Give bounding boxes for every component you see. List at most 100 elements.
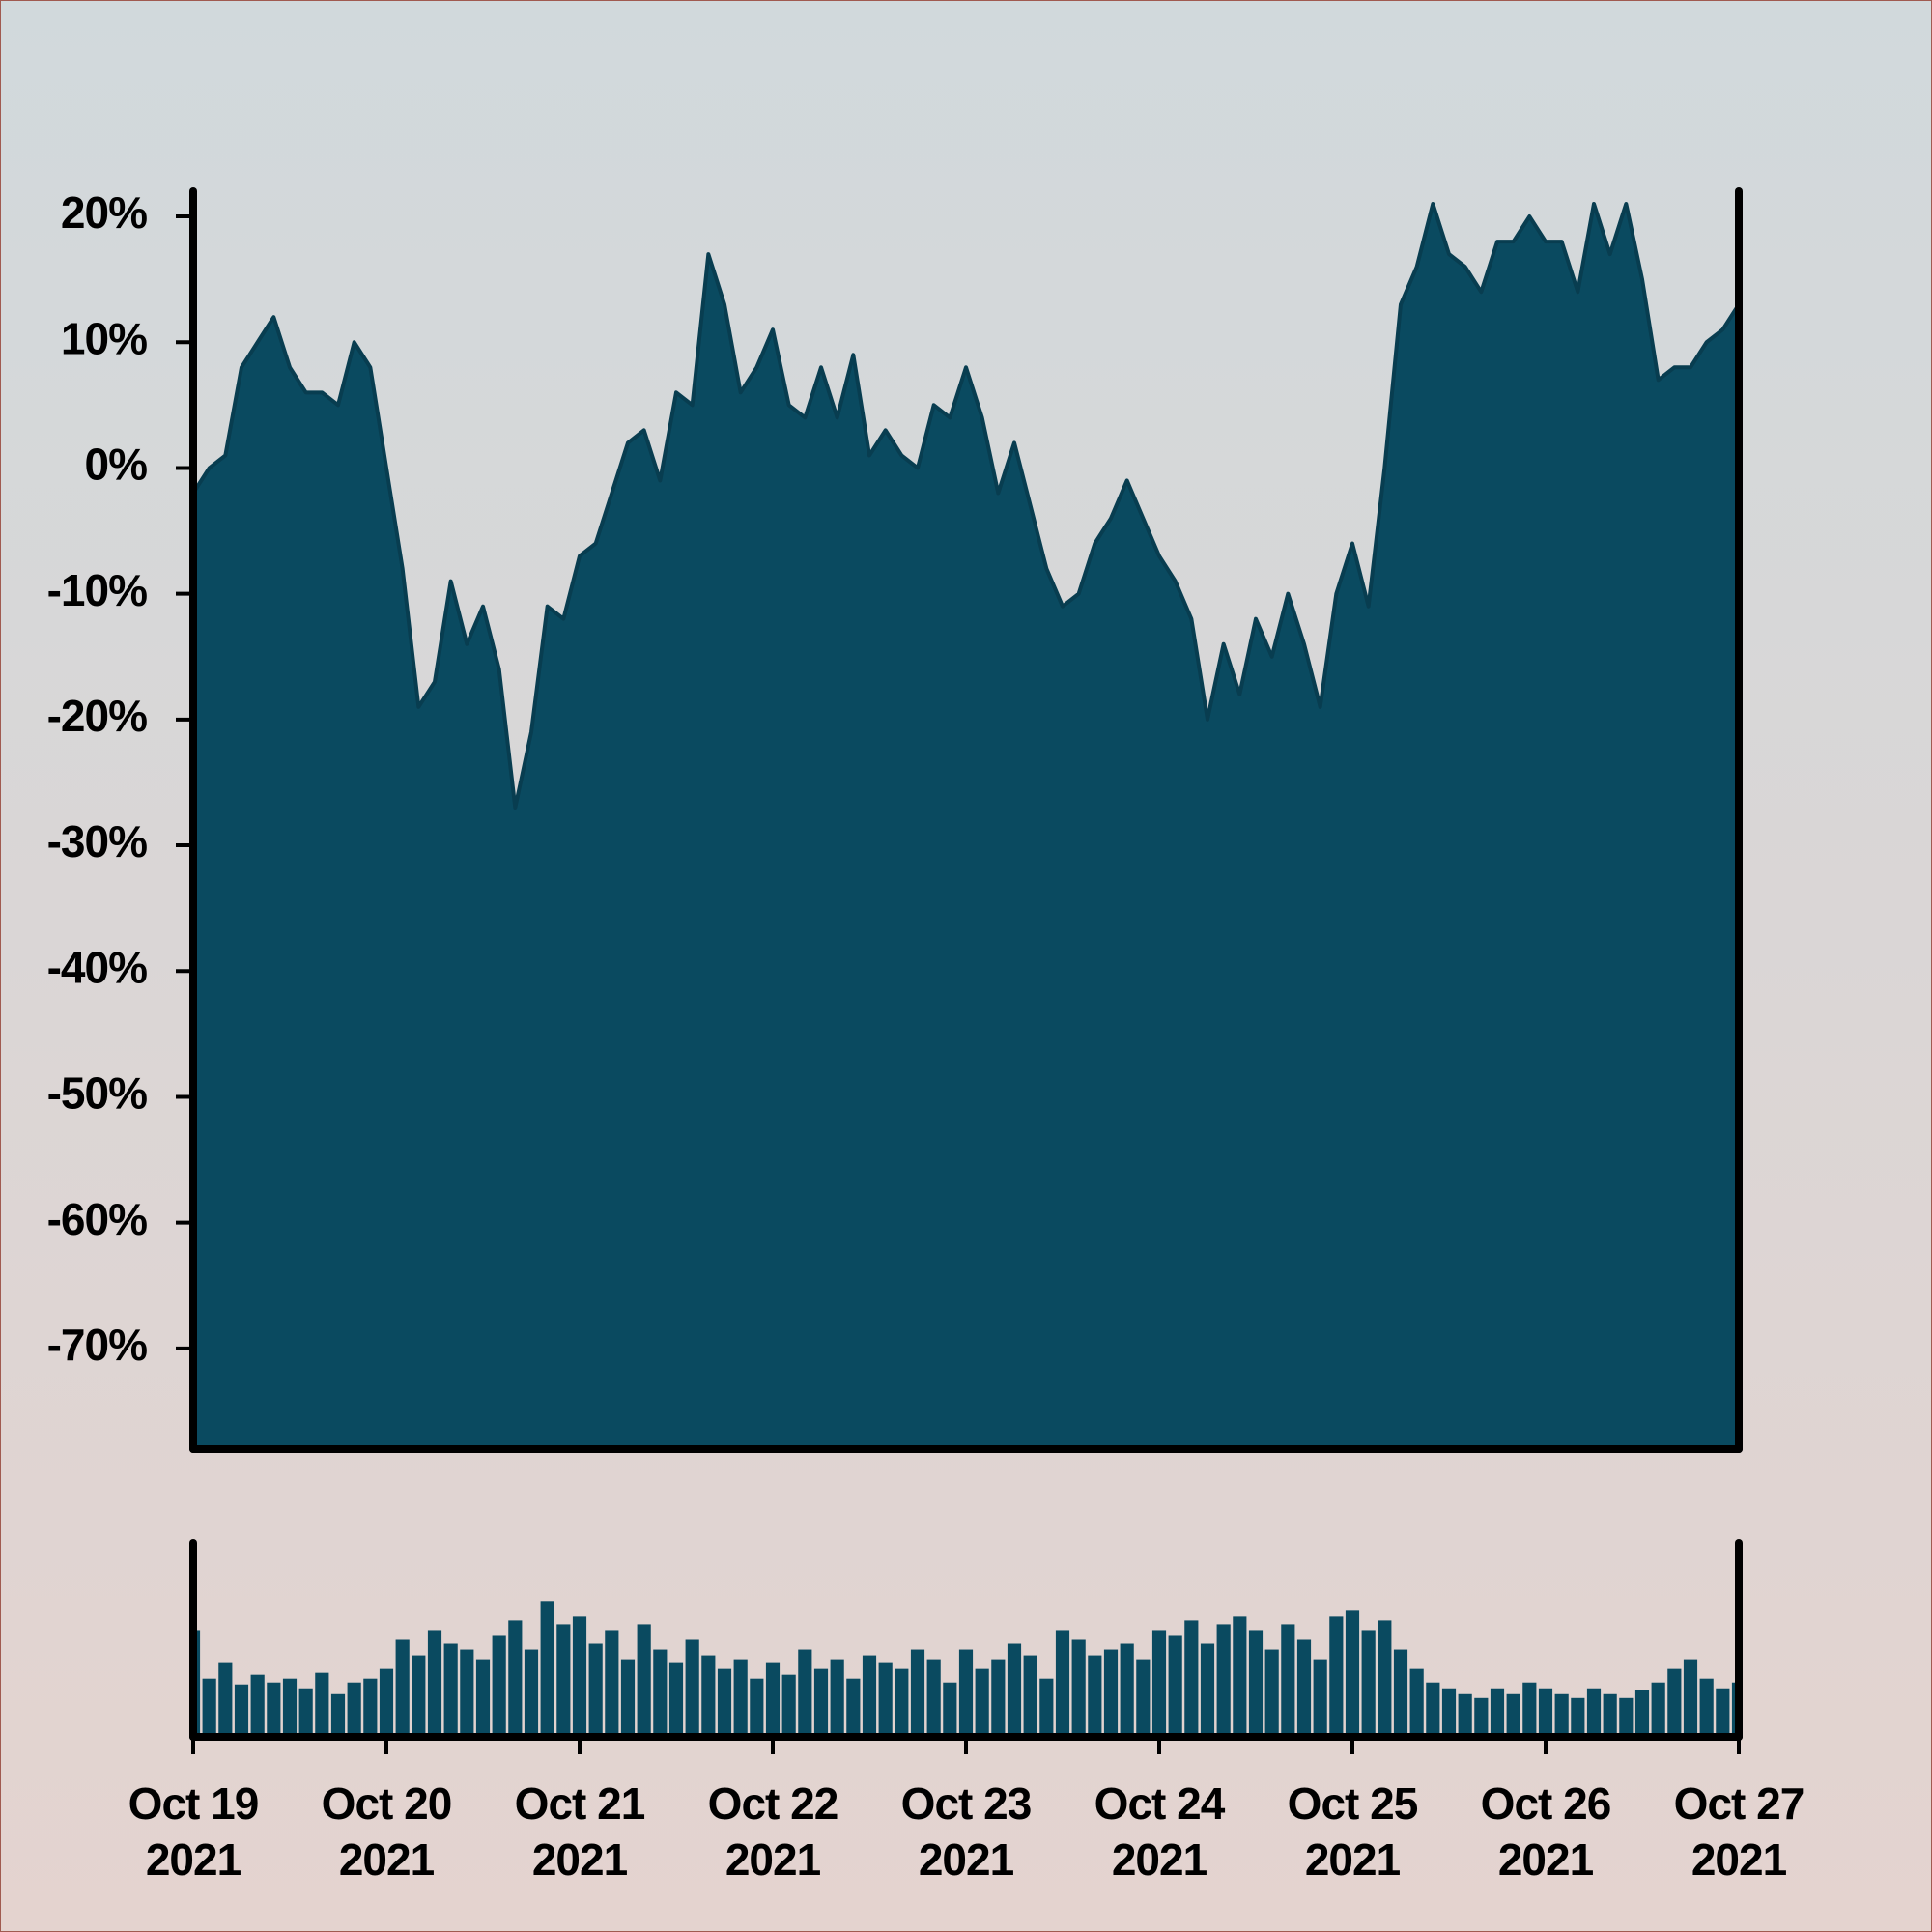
volume-bar <box>1586 1688 1602 1737</box>
volume-bar <box>427 1630 442 1737</box>
volume-bar <box>347 1682 361 1737</box>
volume-bar <box>1296 1639 1312 1737</box>
volume-bar <box>218 1662 233 1737</box>
volume-bar <box>572 1616 587 1737</box>
x-tick-label-line: 2021 <box>725 1834 821 1885</box>
area <box>191 202 1741 1451</box>
volume-bar <box>1361 1630 1376 1737</box>
volume-bar <box>668 1662 684 1737</box>
volume-bar <box>492 1635 506 1737</box>
volume-bar <box>1683 1659 1698 1737</box>
x-tick-label-line: 2021 <box>1498 1834 1594 1885</box>
volume-bar <box>1490 1688 1505 1737</box>
x-tick-label: Oct 21 2021 <box>515 1778 645 1885</box>
volume-bar <box>1699 1678 1714 1737</box>
y-tick-label: -20% <box>47 691 147 741</box>
x-tick-label-line: Oct 20 <box>322 1778 452 1829</box>
y-tick-label: -50% <box>47 1068 147 1119</box>
volume-bar <box>1216 1624 1231 1737</box>
volume-bar <box>202 1678 216 1737</box>
y-tick-label: -40% <box>47 942 147 992</box>
x-tick-label-line: 2021 <box>532 1834 628 1885</box>
volume-bar <box>1393 1649 1408 1737</box>
volume-bar <box>991 1659 1006 1737</box>
volume-bar <box>781 1674 796 1737</box>
x-tick-label: Oct 19 2021 <box>128 1778 259 1885</box>
volume-bar <box>1071 1639 1086 1737</box>
x-tick-label: Oct 24 2021 <box>1094 1778 1226 1885</box>
x-tick-label-line: 2021 <box>1691 1834 1787 1885</box>
x-tick-label-line: 2021 <box>1112 1834 1208 1885</box>
volume-bar <box>765 1662 781 1737</box>
volume-bar <box>1151 1630 1167 1737</box>
y-tick-label: 0% <box>85 440 148 490</box>
volume-bar <box>620 1659 636 1737</box>
volume-bar <box>1120 1643 1134 1737</box>
volume-bar <box>250 1674 265 1737</box>
x-tick-label: Oct 26 2021 <box>1481 1778 1611 1885</box>
volume-bar <box>958 1649 974 1737</box>
volume-bar <box>1667 1668 1682 1737</box>
volume-bar <box>234 1684 249 1737</box>
volume-bar <box>282 1678 298 1737</box>
x-tick-label-line: 2021 <box>339 1834 435 1885</box>
x-tick-label-line: 2021 <box>1305 1834 1401 1885</box>
volume-bar <box>943 1682 957 1737</box>
volume-bar <box>1554 1693 1569 1737</box>
volume-bar <box>588 1643 603 1737</box>
volume-bar <box>637 1624 651 1737</box>
volume-bar <box>298 1688 313 1737</box>
volume-bar <box>1345 1610 1360 1737</box>
x-tick-label: Oct 23 2021 <box>901 1778 1032 1885</box>
volume-bar <box>1651 1682 1665 1737</box>
volume-bar <box>1136 1659 1151 1737</box>
volume-bar <box>878 1662 893 1737</box>
x-tick-label-line: Oct 21 <box>515 1778 645 1829</box>
volume-bar <box>1458 1693 1472 1737</box>
x-tick-label-line: Oct 24 <box>1094 1778 1226 1829</box>
x-tick-label-line: Oct 22 <box>708 1778 838 1829</box>
volume-bar <box>975 1668 989 1737</box>
volume-bar <box>1200 1643 1215 1737</box>
volume-bar <box>846 1678 861 1737</box>
volume-bar <box>1281 1624 1295 1737</box>
volume-bar <box>1522 1682 1537 1737</box>
volume-bar <box>1088 1655 1102 1737</box>
volume-bar <box>895 1668 909 1737</box>
volume-bar <box>1313 1659 1327 1737</box>
y-tick-label: 10% <box>61 313 147 363</box>
volume-bar <box>1023 1655 1037 1737</box>
volume-bar <box>733 1659 748 1737</box>
volume-bar <box>685 1639 699 1737</box>
volume-bar <box>1039 1678 1054 1737</box>
volume-bar <box>330 1693 346 1737</box>
y-tick-label: -30% <box>47 816 147 867</box>
volume-bar <box>508 1620 523 1737</box>
volume-bar <box>1378 1620 1392 1737</box>
x-tick-label: Oct 27 2021 <box>1674 1778 1804 1885</box>
volume-bar <box>1506 1693 1520 1737</box>
volume-bar <box>926 1659 941 1737</box>
volume-bar <box>717 1668 732 1737</box>
volume-bar <box>1441 1688 1457 1737</box>
volume-bar <box>540 1601 554 1737</box>
volume-bar <box>862 1655 877 1737</box>
volume-bar <box>1409 1668 1424 1737</box>
volume-bar <box>1055 1630 1070 1737</box>
x-tick-label-line: Oct 27 <box>1674 1778 1804 1829</box>
volume-bar <box>1168 1635 1182 1737</box>
x-tick-label: Oct 20 2021 <box>322 1778 452 1885</box>
x-tick-label-line: 2021 <box>919 1834 1014 1885</box>
volume-bar <box>315 1672 329 1737</box>
volume-bar <box>1603 1693 1617 1737</box>
volume-bar <box>1233 1616 1247 1737</box>
volume-bar <box>1264 1649 1279 1737</box>
volume-bar <box>475 1659 491 1737</box>
volume-bar <box>1426 1682 1440 1737</box>
volume-bar <box>750 1678 764 1737</box>
x-tick-label: Oct 25 2021 <box>1288 1778 1418 1885</box>
x-tick-label-line: Oct 19 <box>128 1778 259 1829</box>
volume-bar <box>379 1668 394 1737</box>
volume-bar <box>1474 1697 1489 1737</box>
